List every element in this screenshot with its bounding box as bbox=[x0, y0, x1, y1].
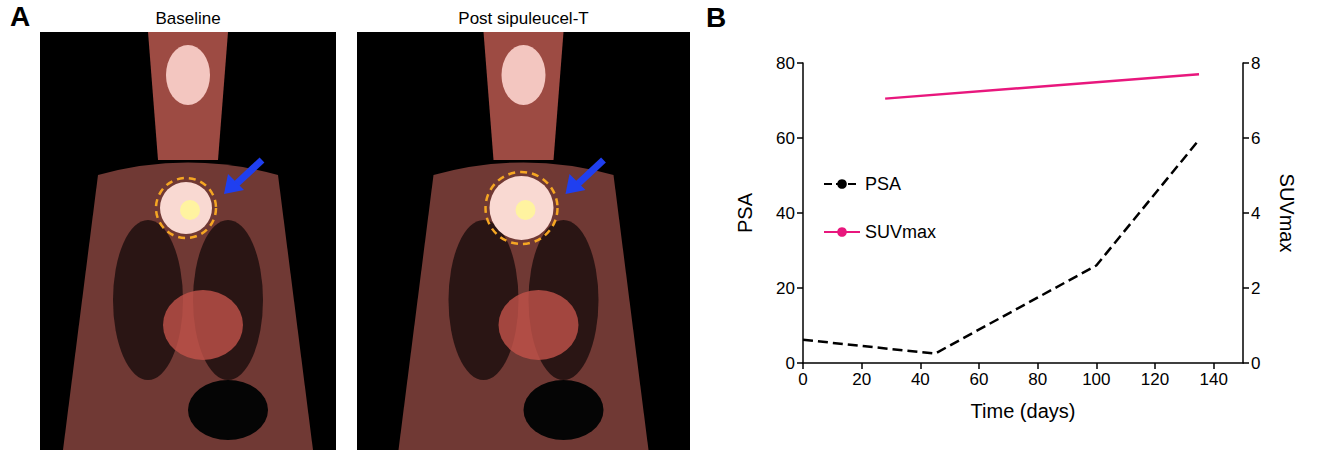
svg-text:PSA: PSA bbox=[734, 192, 756, 233]
svg-text:100: 100 bbox=[1082, 370, 1110, 389]
svg-text:0: 0 bbox=[798, 370, 807, 389]
svg-text:2: 2 bbox=[1251, 279, 1260, 298]
svg-text:SUVmax: SUVmax bbox=[865, 222, 936, 242]
svg-text:120: 120 bbox=[1141, 370, 1169, 389]
svg-text:40: 40 bbox=[776, 204, 795, 223]
svg-text:40: 40 bbox=[911, 370, 930, 389]
svg-text:0: 0 bbox=[1251, 354, 1260, 373]
svg-text:8: 8 bbox=[1251, 54, 1260, 73]
svg-text:SUVmax: SUVmax bbox=[1276, 174, 1298, 253]
svg-text:0: 0 bbox=[786, 354, 795, 373]
svg-text:140: 140 bbox=[1199, 370, 1227, 389]
svg-text:PSA: PSA bbox=[865, 174, 901, 194]
svg-text:4: 4 bbox=[1251, 204, 1260, 223]
svg-text:80: 80 bbox=[1028, 370, 1047, 389]
svg-text:20: 20 bbox=[776, 279, 795, 298]
svg-text:A: A bbox=[10, 1, 30, 32]
svg-text:80: 80 bbox=[776, 54, 795, 73]
html-text:B: B bbox=[706, 2, 727, 33]
svg-text:Baseline: Baseline bbox=[155, 9, 220, 28]
svg-text:60: 60 bbox=[776, 129, 795, 148]
svg-text:6: 6 bbox=[1251, 129, 1260, 148]
svg-text:Time (days): Time (days) bbox=[971, 400, 1076, 422]
svg-text:20: 20 bbox=[852, 370, 871, 389]
svg-text:Post sipuleucel-T: Post sipuleucel-T bbox=[458, 9, 588, 28]
svg-text:60: 60 bbox=[970, 370, 989, 389]
